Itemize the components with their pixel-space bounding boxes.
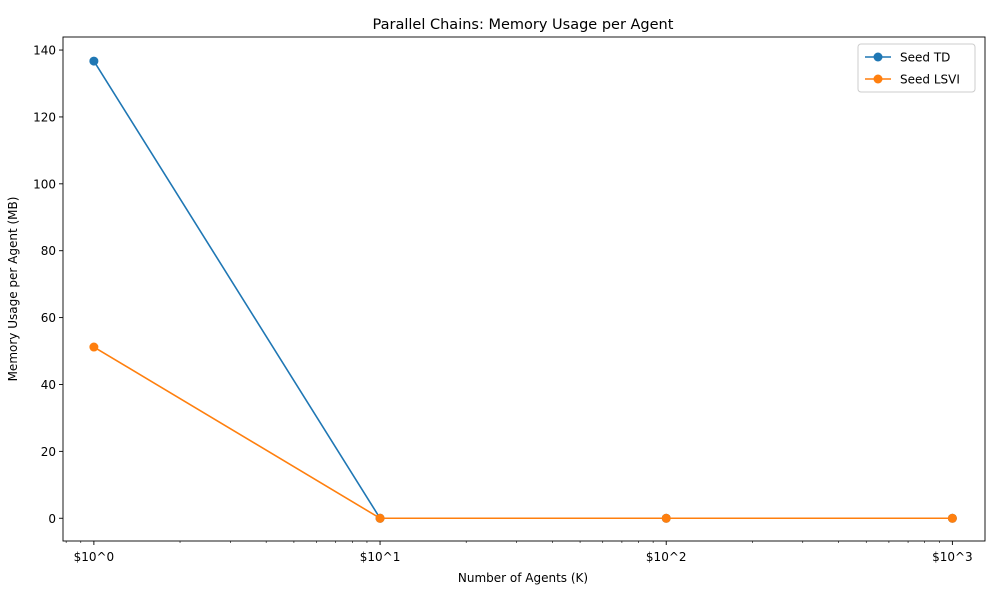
x-tick-label: $10^0 xyxy=(74,550,115,564)
data-point xyxy=(89,342,99,352)
y-tick-label: 80 xyxy=(41,244,56,258)
legend-box xyxy=(857,43,976,93)
y-tick-label: 0 xyxy=(48,512,56,526)
y-tick-label: 20 xyxy=(41,445,56,459)
legend: Seed TD Seed LSVI xyxy=(857,43,976,93)
y-tick-label: 140 xyxy=(33,44,56,58)
data-point xyxy=(89,56,99,66)
data-point xyxy=(947,513,957,523)
plot-frame xyxy=(62,36,986,542)
data-point xyxy=(375,513,385,523)
y-axis-label: Memory Usage per Agent (MB) xyxy=(6,197,20,382)
y-tick-label: 60 xyxy=(41,311,56,325)
x-tick-label: $10^2 xyxy=(646,550,687,564)
y-tick-label: 100 xyxy=(33,177,56,191)
y-tick-label: 40 xyxy=(41,378,56,392)
legend-label: Seed LSVI xyxy=(900,73,960,87)
legend-label: Seed TD xyxy=(900,51,950,65)
series-line-2 xyxy=(93,346,953,520)
x-axis-label: Number of Agents (K) xyxy=(458,571,588,585)
x-tick-label: $10^3 xyxy=(932,550,973,564)
chart-title: Parallel Chains: Memory Usage per Agent xyxy=(373,17,674,33)
x-tick-label: $10^1 xyxy=(360,550,401,564)
data-point xyxy=(661,513,671,523)
y-tick-label: 120 xyxy=(33,110,56,124)
legend-marker xyxy=(873,74,883,84)
legend-marker xyxy=(873,52,883,62)
